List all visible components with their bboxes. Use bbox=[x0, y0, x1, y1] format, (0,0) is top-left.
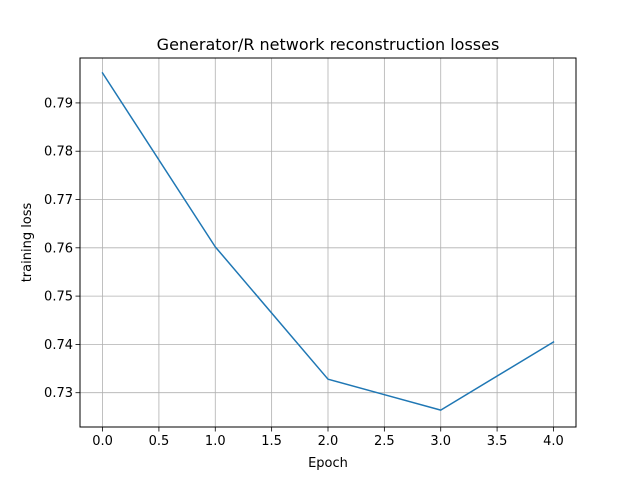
y-tick-label: 0.73 bbox=[44, 386, 73, 401]
x-tick-label: 4.0 bbox=[543, 434, 564, 449]
x-tick-label: 3.0 bbox=[430, 434, 451, 449]
x-tick-label: 2.5 bbox=[374, 434, 395, 449]
x-axis-label: Epoch bbox=[308, 456, 348, 471]
series-layer bbox=[101, 71, 555, 411]
y-axis-ticks: 0.73 0.74 0.75 0.76 0.77 0.78 0.79 bbox=[44, 96, 80, 401]
chart-title: Generator/R network reconstruction losse… bbox=[157, 35, 500, 54]
x-tick-label: 1.5 bbox=[261, 434, 282, 449]
x-axis-ticks: 0.0 0.5 1.0 1.5 2.0 2.5 3.0 3.5 4.0 bbox=[92, 427, 564, 449]
grid bbox=[80, 58, 576, 427]
x-tick-label: 0.5 bbox=[149, 434, 170, 449]
x-tick-label: 1.0 bbox=[205, 434, 226, 449]
y-tick-label: 0.77 bbox=[44, 193, 73, 208]
y-axis-label: training loss bbox=[20, 202, 35, 282]
x-tick-label: 0.0 bbox=[92, 434, 113, 449]
x-tick-label: 3.5 bbox=[487, 434, 508, 449]
series-line bbox=[101, 71, 555, 411]
x-tick-label: 2.0 bbox=[318, 434, 339, 449]
y-tick-label: 0.75 bbox=[44, 290, 73, 305]
y-tick-label: 0.76 bbox=[44, 241, 73, 256]
y-tick-label: 0.78 bbox=[44, 145, 73, 160]
y-tick-label: 0.74 bbox=[44, 338, 73, 353]
y-tick-label: 0.79 bbox=[44, 96, 73, 111]
